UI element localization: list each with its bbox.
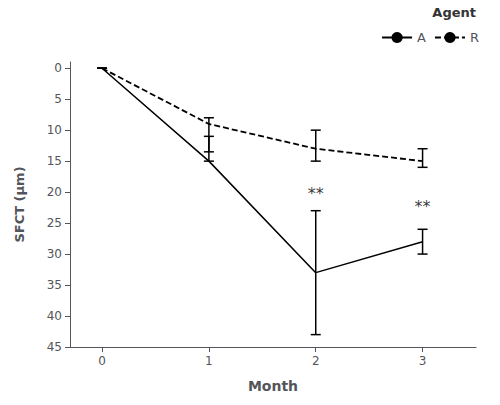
svg-text:Month: Month [248, 378, 298, 394]
svg-text:Agent: Agent [432, 5, 476, 20]
svg-text:A: A [417, 30, 426, 45]
svg-text:35: 35 [47, 278, 62, 292]
svg-text:SFCT (μm): SFCT (μm) [12, 166, 27, 242]
svg-text:**: ** [415, 197, 431, 216]
svg-text:1: 1 [205, 354, 213, 368]
svg-text:3: 3 [419, 354, 427, 368]
svg-text:0: 0 [98, 354, 106, 368]
svg-text:25: 25 [47, 216, 62, 230]
svg-text:30: 30 [47, 247, 62, 261]
svg-text:R: R [470, 30, 479, 45]
svg-text:45: 45 [47, 340, 62, 354]
svg-text:**: ** [308, 184, 324, 203]
svg-text:2: 2 [312, 354, 320, 368]
svg-text:0: 0 [54, 61, 62, 75]
svg-text:5: 5 [54, 92, 62, 106]
svg-text:20: 20 [47, 185, 62, 199]
svg-text:10: 10 [47, 123, 62, 137]
svg-text:15: 15 [47, 154, 62, 168]
svg-text:40: 40 [47, 309, 62, 323]
